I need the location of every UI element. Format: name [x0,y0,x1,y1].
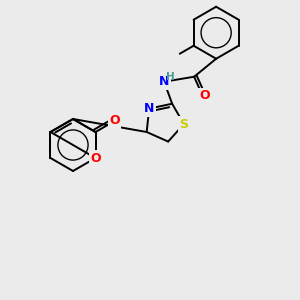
Text: O: O [90,152,101,164]
Text: N: N [144,102,154,115]
Text: O: O [109,115,120,128]
Text: O: O [200,89,210,102]
Text: N: N [159,75,169,88]
Text: H: H [166,72,175,82]
Text: S: S [179,118,188,130]
